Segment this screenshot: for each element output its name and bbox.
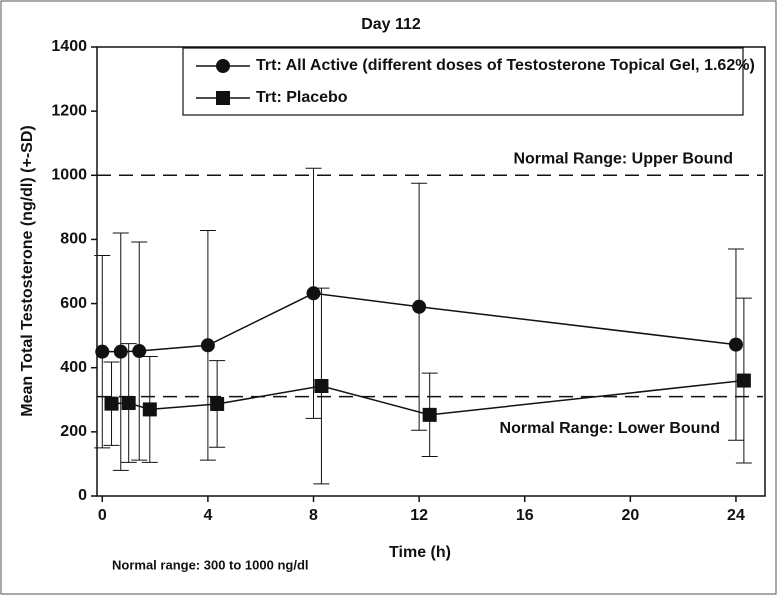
plot-area — [96, 46, 766, 497]
y-tick-label: 0 — [78, 487, 87, 504]
data-point — [306, 286, 321, 301]
data-point — [113, 344, 128, 359]
y-tick-label: 1000 — [51, 167, 87, 184]
data-point — [95, 344, 110, 359]
data-point — [121, 395, 136, 410]
y-tick-label: 400 — [60, 359, 87, 376]
legend-marker — [216, 91, 230, 105]
x-tick-label: 0 — [98, 507, 107, 524]
reference-label: Normal Range: Lower Bound — [500, 420, 720, 437]
data-point — [314, 378, 329, 393]
data-point — [736, 373, 751, 388]
reference-label: Normal Range: Upper Bound — [513, 151, 733, 168]
data-point — [200, 338, 215, 353]
data-point — [210, 396, 225, 411]
y-tick-label: 200 — [60, 423, 87, 440]
x-tick-label: 4 — [203, 507, 212, 524]
data-point — [412, 299, 427, 314]
chart-title: Day 112 — [361, 16, 421, 33]
data-point — [422, 407, 437, 422]
y-tick-label: 600 — [60, 295, 87, 312]
legend-marker — [216, 59, 230, 73]
x-axis-label: Time (h) — [389, 544, 451, 561]
data-point — [104, 396, 119, 411]
y-tick-label: 1200 — [51, 102, 87, 119]
x-tick-label: 16 — [516, 507, 534, 524]
y-tick-label: 1400 — [51, 38, 87, 55]
x-tick-label: 24 — [727, 507, 745, 524]
x-tick-label: 20 — [621, 507, 639, 524]
footnote: Normal range: 300 to 1000 ng/dl — [112, 557, 309, 572]
x-tick-label: 8 — [309, 507, 318, 524]
y-axis-label: Mean Total Testosterone (ng/dl) (+-SD) — [19, 125, 36, 416]
data-point — [132, 344, 147, 359]
data-point — [142, 402, 157, 417]
data-point — [728, 337, 743, 352]
legend-box — [182, 47, 744, 116]
legend-label: Trt: Placebo — [256, 89, 348, 106]
y-tick-label: 800 — [60, 231, 87, 248]
legend-label: Trt: All Active (different doses of Test… — [256, 57, 755, 74]
x-tick-label: 12 — [410, 507, 428, 524]
